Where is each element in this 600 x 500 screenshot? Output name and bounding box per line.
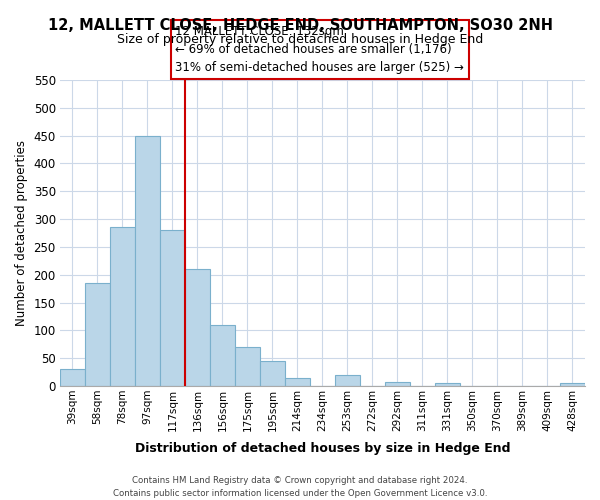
Text: Size of property relative to detached houses in Hedge End: Size of property relative to detached ho…	[117, 32, 483, 46]
Bar	[60, 370, 85, 386]
Y-axis label: Number of detached properties: Number of detached properties	[15, 140, 28, 326]
Bar	[85, 283, 110, 386]
Bar	[210, 325, 235, 386]
Text: 12 MALLETT CLOSE: 132sqm
← 69% of detached houses are smaller (1,176)
31% of sem: 12 MALLETT CLOSE: 132sqm ← 69% of detach…	[175, 25, 464, 74]
Bar	[335, 375, 360, 386]
Text: Contains HM Land Registry data © Crown copyright and database right 2024.
Contai: Contains HM Land Registry data © Crown c…	[113, 476, 487, 498]
Text: 12, MALLETT CLOSE, HEDGE END, SOUTHAMPTON, SO30 2NH: 12, MALLETT CLOSE, HEDGE END, SOUTHAMPTO…	[47, 18, 553, 32]
Bar	[110, 228, 135, 386]
Bar	[160, 230, 185, 386]
Bar	[285, 378, 310, 386]
Bar	[560, 383, 585, 386]
Bar	[435, 383, 460, 386]
Bar	[385, 382, 410, 386]
Bar	[260, 361, 285, 386]
Bar	[135, 136, 160, 386]
Bar	[235, 347, 260, 386]
X-axis label: Distribution of detached houses by size in Hedge End: Distribution of detached houses by size …	[135, 442, 510, 455]
Bar	[185, 269, 210, 386]
